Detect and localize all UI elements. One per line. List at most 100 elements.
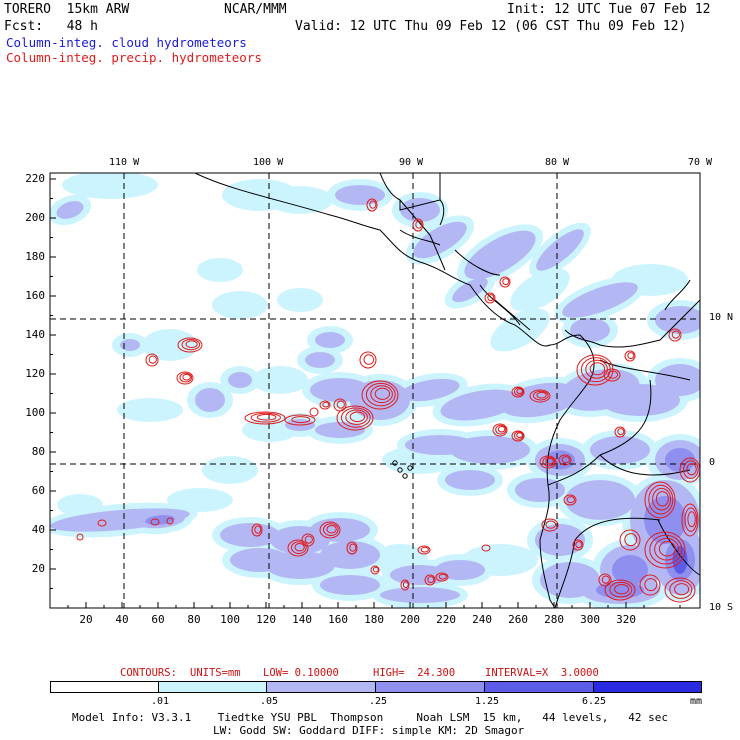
valid-time: Valid: 12 UTC Thu 09 Feb 12 (06 CST Thu … — [295, 19, 687, 34]
colorbar-label-1: .05 — [260, 696, 279, 707]
precip-contour — [529, 389, 551, 403]
precip-contour — [679, 457, 700, 483]
precip-contour — [359, 351, 377, 369]
precip-contour — [412, 218, 424, 232]
model-info-line1: Model Info: V3.3.1 Tiedtke YSU PBL Thomp… — [72, 711, 669, 724]
x-tick-label: 260 — [508, 613, 528, 626]
colorbar-label-3: 1.25 — [475, 696, 500, 707]
precip-contour — [624, 350, 636, 362]
colorbar-unit: mm — [690, 696, 703, 707]
y-tick-label: 20 — [31, 562, 46, 575]
colorbar-swatch — [375, 681, 484, 693]
coastline — [439, 199, 445, 226]
lon-label-100w: 100 W — [253, 157, 284, 168]
lat-label-0: 0 — [709, 457, 716, 468]
coastline — [479, 284, 531, 331]
precip-contour — [400, 579, 410, 591]
precip-contour — [244, 411, 286, 425]
precip-contour — [424, 574, 436, 586]
y-tick-label: 180 — [25, 250, 46, 263]
precip-contour — [336, 405, 374, 431]
precip-contour — [481, 544, 491, 552]
precip-contour — [511, 430, 525, 442]
precip-contours — [76, 198, 700, 603]
lat-label-10n: 10 N — [709, 312, 734, 323]
precip-contour — [319, 400, 331, 410]
init-time: Init: 12 UTC Tue 07 Feb 12 — [507, 2, 711, 17]
precip-contour — [150, 518, 160, 526]
precip-contour — [417, 545, 431, 555]
cloud-hydrometeor-shading — [50, 173, 700, 608]
precip-contour — [668, 328, 682, 342]
precip-contour — [177, 337, 203, 353]
precip-contour — [319, 521, 341, 539]
precip-contour — [644, 531, 686, 569]
colorbar-swatch — [266, 681, 375, 693]
coastlines-borders — [194, 173, 700, 608]
x-tick-label: 240 — [472, 613, 492, 626]
precip-contour — [97, 519, 107, 527]
lon-label-90w: 90 W — [399, 157, 424, 168]
precip-contour — [435, 572, 449, 582]
y-tick-label: 200 — [25, 211, 46, 224]
precip-contour — [563, 494, 577, 506]
x-tick-label: 120 — [256, 613, 276, 626]
axis-ticks — [50, 178, 681, 608]
x-tick-label: 160 — [328, 613, 348, 626]
precip-contour — [287, 539, 309, 557]
colorbar-swatch — [484, 681, 593, 693]
x-tick-label: 180 — [364, 613, 384, 626]
x-tick-label: 60 — [151, 613, 165, 626]
x-tick-label: 320 — [616, 613, 636, 626]
coastline — [599, 359, 691, 456]
precip-contour — [603, 368, 621, 382]
x-tick-label: 40 — [115, 613, 129, 626]
coastline — [657, 519, 700, 576]
x-tick-label: 200 — [400, 613, 420, 626]
model-title: TORERO 15km ARW — [4, 2, 130, 17]
lat-label-10s: 10 S — [709, 602, 734, 613]
forecast-hour: Fcst: 48 h — [4, 19, 98, 34]
precip-contour — [639, 574, 661, 596]
precip-contour — [284, 414, 316, 426]
lat-lon-grid — [50, 173, 700, 608]
lon-label-70w: 70 W — [688, 157, 713, 168]
y-tick-label: 80 — [31, 445, 46, 458]
x-tick-label: 100 — [220, 613, 240, 626]
precip-contour — [370, 565, 380, 575]
lon-label-80w: 80 W — [545, 157, 570, 168]
colorbar-swatch — [158, 681, 266, 693]
precip-contour — [145, 353, 159, 367]
coastline — [564, 299, 700, 348]
model-info-line2: LW: Godd SW: Goddard DIFF: simple KM: 2D… — [213, 724, 525, 737]
precip-contour — [541, 518, 559, 532]
x-tick-label: 280 — [544, 613, 564, 626]
coastline — [399, 199, 501, 276]
y-tick-label: 60 — [31, 484, 46, 497]
precip-contour — [604, 579, 636, 601]
precip-contour — [664, 577, 696, 603]
x-tick-label: 80 — [187, 613, 201, 626]
precip-contour — [492, 423, 508, 437]
precip-contour — [558, 454, 572, 466]
cloud-field-label: Column-integ. cloud hydrometeors — [6, 35, 247, 50]
y-tick-label: 100 — [25, 406, 46, 419]
coastline — [547, 454, 601, 486]
contours-high: HIGH= 24.300 — [373, 667, 456, 679]
precip-contour — [176, 371, 194, 385]
colorbar-label-0: .01 — [151, 696, 170, 707]
precip-contour — [251, 523, 263, 537]
precip-contour — [511, 386, 525, 398]
precip-contour — [644, 481, 676, 519]
precip-contour — [598, 573, 612, 587]
x-tick-label: 220 — [436, 613, 456, 626]
precip-contour — [76, 533, 84, 541]
contours-interval: INTERVAL=X 3.0000 — [485, 667, 599, 679]
precip-contour — [361, 380, 399, 410]
precip-contour — [309, 407, 319, 417]
colorbar-swatch — [593, 681, 702, 693]
colorbar-label-2: .25 — [369, 696, 388, 707]
y-tick-label: 40 — [31, 523, 46, 536]
y-tick-label: 140 — [25, 328, 46, 341]
precip-contour — [539, 455, 557, 469]
